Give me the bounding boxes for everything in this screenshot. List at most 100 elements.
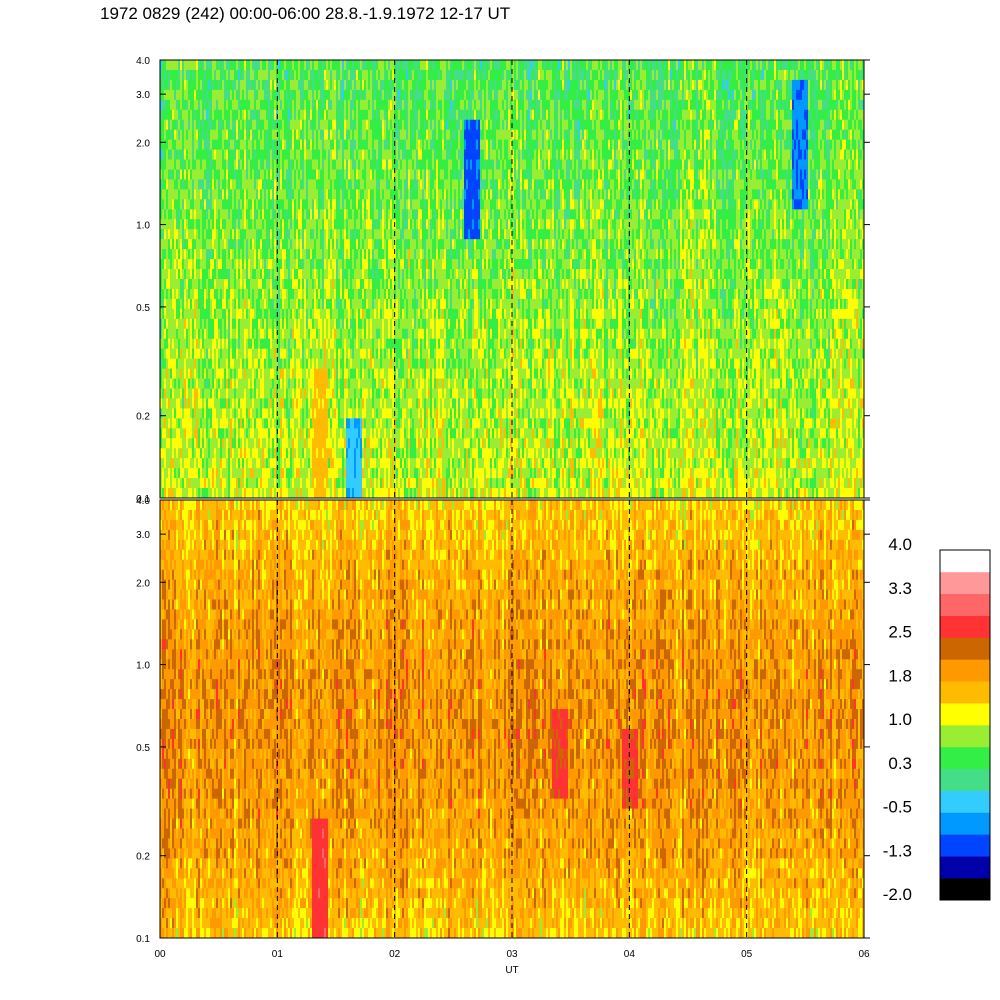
- heatmap-cell: [184, 398, 187, 409]
- heatmap-cell: [218, 269, 221, 280]
- heatmap-cell: [270, 378, 273, 389]
- heatmap-cell: [244, 99, 247, 111]
- heatmap-cell: [232, 358, 235, 369]
- heatmap-cell: [254, 418, 257, 429]
- heatmap-cell: [236, 338, 239, 350]
- heatmap-cell: [252, 408, 255, 419]
- heatmap-cell: [166, 378, 169, 389]
- heatmap-cell: [202, 209, 205, 220]
- heatmap-cell: [208, 169, 211, 180]
- heatmap-cell: [200, 179, 203, 190]
- heatmap-cell: [178, 428, 181, 439]
- heatmap-cell: [196, 89, 199, 101]
- heatmap-cell: [256, 89, 259, 101]
- heatmap-cell: [220, 69, 223, 81]
- heatmap-cell: [206, 89, 209, 101]
- heatmap-cell: [176, 169, 179, 180]
- heatmap-cell: [212, 60, 215, 71]
- heatmap-cell: [220, 149, 223, 160]
- heatmap-cell: [176, 249, 179, 260]
- heatmap-cell: [208, 189, 211, 200]
- heatmap-cell: [208, 89, 211, 101]
- heatmap-cell: [188, 60, 191, 71]
- heatmap-cell: [234, 468, 237, 479]
- heatmap-cell: [256, 239, 259, 250]
- heatmap-cell: [194, 318, 197, 330]
- heatmap-cell: [194, 109, 197, 121]
- heatmap-cell: [204, 69, 207, 81]
- heatmap-cell: [228, 438, 231, 449]
- heatmap-cell: [190, 308, 193, 320]
- heatmap-cell: [270, 89, 273, 101]
- heatmap-cell: [206, 229, 209, 240]
- heatmap-cell: [226, 60, 229, 71]
- heatmap-cell: [254, 149, 257, 160]
- heatmap-cell: [214, 398, 217, 409]
- heatmap-cell: [254, 358, 257, 369]
- heatmap-cell: [240, 109, 243, 121]
- heatmap-cell: [240, 89, 243, 101]
- heatmap-cell: [166, 139, 169, 150]
- heatmap-cell: [270, 239, 273, 250]
- heatmap-cell: [172, 79, 175, 91]
- heatmap-cell: [164, 328, 167, 340]
- heatmap-cell: [162, 308, 165, 320]
- heatmap-cell: [160, 269, 163, 280]
- heatmap-cell: [228, 348, 231, 360]
- heatmap-cell: [238, 428, 241, 439]
- heatmap-cell: [172, 328, 175, 340]
- heatmap-cell: [224, 60, 227, 71]
- heatmap-cell: [178, 199, 181, 210]
- heatmap-cell: [190, 318, 193, 330]
- heatmap-cell: [252, 398, 255, 409]
- heatmap-cell: [214, 338, 217, 350]
- heatmap-cell: [240, 438, 243, 449]
- heatmap-cell: [176, 448, 179, 459]
- heatmap-cell: [260, 448, 263, 459]
- heatmap-cell: [200, 239, 203, 250]
- heatmap-cell: [210, 378, 213, 389]
- heatmap-cell: [238, 308, 241, 320]
- heatmap-cell: [246, 279, 249, 290]
- heatmap-cell: [218, 209, 221, 220]
- heatmap-cell: [236, 438, 239, 449]
- heatmap-cell: [166, 298, 169, 310]
- heatmap-cell: [224, 388, 227, 399]
- heatmap-cell: [166, 398, 169, 409]
- heatmap-cell: [226, 219, 229, 230]
- heatmap-cell: [244, 398, 247, 409]
- heatmap-cell: [246, 328, 249, 340]
- heatmap-cell: [250, 338, 253, 350]
- heatmap-cell: [246, 79, 249, 91]
- heatmap-cell: [214, 169, 217, 180]
- heatmap-cell: [182, 308, 185, 320]
- heatmap-cell: [208, 60, 211, 71]
- heatmap-cell: [166, 229, 169, 240]
- heatmap-cell: [182, 378, 185, 389]
- heatmap-cell: [218, 488, 221, 499]
- heatmap-cell: [242, 368, 245, 379]
- heatmap-cell: [226, 488, 229, 499]
- heatmap-cell: [212, 288, 215, 300]
- heatmap-cell: [234, 388, 237, 399]
- heatmap-cell: [250, 358, 253, 369]
- heatmap-cell: [238, 229, 241, 240]
- heatmap-cell: [242, 378, 245, 389]
- heatmap-cell: [228, 298, 231, 310]
- heatmap-cell: [236, 468, 239, 479]
- heatmap-cell: [170, 129, 173, 141]
- heatmap-cell: [214, 478, 217, 489]
- heatmap-cell: [236, 189, 239, 200]
- heatmap-cell: [260, 308, 263, 320]
- heatmap-cell: [172, 219, 175, 230]
- heatmap-cell: [264, 249, 267, 260]
- heatmap-cell: [182, 408, 185, 419]
- heatmap-cell: [268, 159, 271, 170]
- heatmap-cell: [242, 79, 245, 91]
- heatmap-cell: [240, 428, 243, 439]
- heatmap-cell: [258, 279, 261, 290]
- heatmap-cell: [184, 109, 187, 121]
- heatmap-cell: [260, 139, 263, 150]
- heatmap-cell: [236, 69, 239, 81]
- heatmap-cell: [214, 99, 217, 111]
